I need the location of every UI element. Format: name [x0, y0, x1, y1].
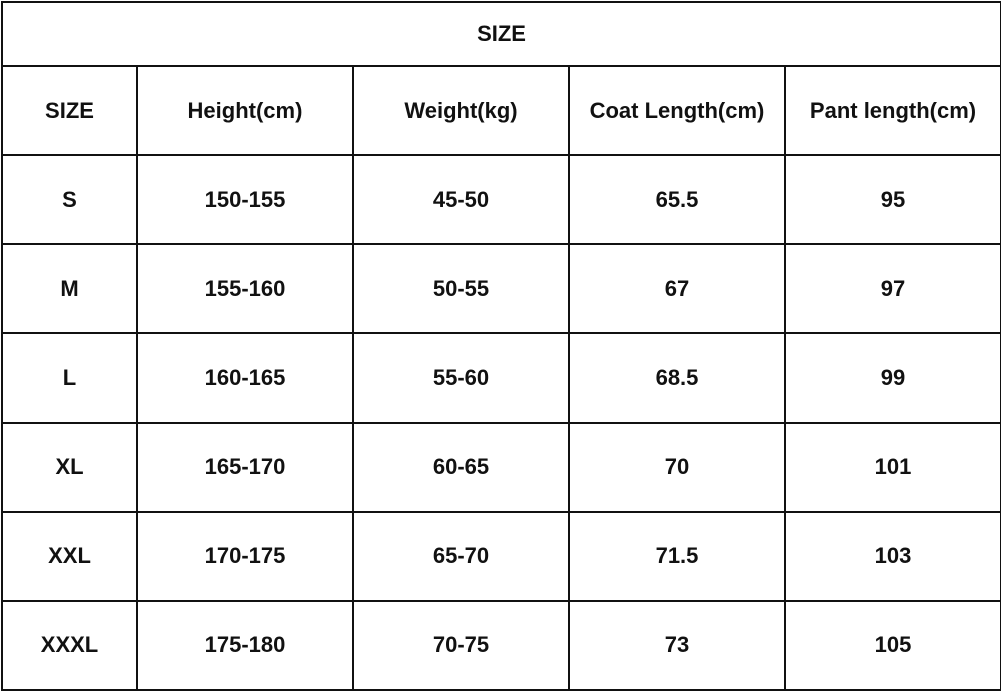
cell: 165-170 — [136, 421, 354, 513]
header-row: SIZE Height(cm) Weight(kg) Coat Length(cm) P… — [1, 64, 1001, 157]
cell: 97 — [783, 243, 1001, 335]
cell: 155-160 — [136, 243, 354, 335]
cell: 150-155 — [136, 154, 354, 246]
cell: 71.5 — [568, 510, 786, 602]
cell: 65-70 — [352, 510, 570, 602]
cell: 101 — [783, 421, 1001, 513]
table-title: SIZE — [0, 1, 1001, 67]
header-cell: SIZE — [1, 64, 138, 157]
data-row: L 160-165 55-60 68.5 99 — [1, 332, 1001, 424]
data-row: S 150-155 45-50 65.5 95 — [1, 154, 1001, 246]
cell: S — [1, 154, 138, 246]
cell: 73 — [568, 599, 786, 692]
cell: L — [1, 332, 138, 424]
cell: 105 — [783, 599, 1001, 692]
cell: 60-65 — [352, 421, 570, 513]
cell: XXL — [1, 510, 138, 602]
cell: 103 — [783, 510, 1001, 602]
cell: M — [1, 243, 138, 335]
data-row: M 155-160 50-55 67 97 — [1, 243, 1001, 335]
cell: 95 — [783, 154, 1001, 246]
cell: 70 — [568, 421, 786, 513]
cell: XL — [1, 421, 138, 513]
data-row: XXXL 175-180 70-75 73 105 — [1, 599, 1001, 692]
header-cell: Height(cm) — [136, 64, 354, 157]
cell: 67 — [568, 243, 786, 335]
cell: 70-75 — [352, 599, 570, 692]
cell: 50-55 — [352, 243, 570, 335]
cell: 170-175 — [136, 510, 354, 602]
cell: 68.5 — [568, 332, 786, 424]
cell: 55-60 — [352, 332, 570, 424]
header-cell: Coat Length(cm) — [568, 64, 786, 157]
cell: 160-165 — [136, 332, 354, 424]
title-row: SIZE — [0, 1, 1001, 67]
header-cell: Pant length(cm) — [783, 64, 1001, 157]
cell: 65.5 — [568, 154, 786, 246]
cell: XXXL — [1, 599, 138, 692]
data-row: XL 165-170 60-65 70 101 — [1, 421, 1001, 513]
cell: 99 — [783, 332, 1001, 424]
cell: 45-50 — [352, 154, 570, 246]
cell: 175-180 — [136, 599, 354, 692]
data-row: XXL 170-175 65-70 71.5 103 — [1, 510, 1001, 602]
header-cell: Weight(kg) — [352, 64, 570, 157]
